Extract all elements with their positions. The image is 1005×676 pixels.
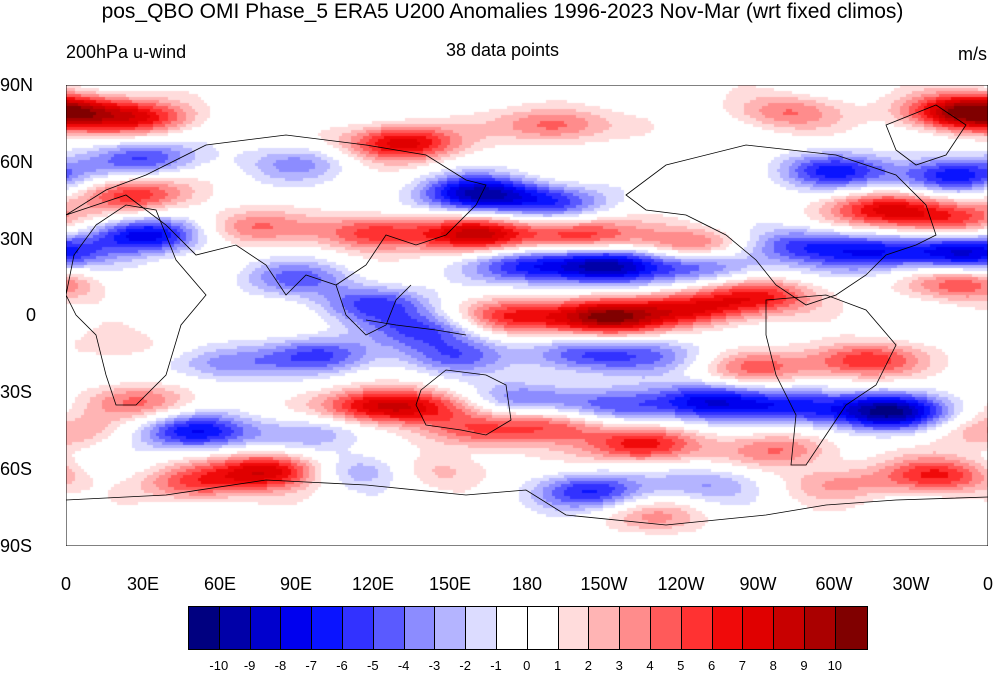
lat-label-90n: 90N (0, 75, 34, 95)
colorbar-label: 7 (738, 658, 747, 673)
lon-label-120w: 120W (657, 574, 705, 594)
colorbar-swatch (835, 607, 867, 649)
colorbar-swatch (466, 607, 497, 649)
variable-label: 200hPa u-wind (66, 42, 187, 62)
colorbar-label: 0 (523, 658, 531, 673)
data-count-label: 38 data points (445, 40, 560, 60)
colorbar-swatch (404, 607, 436, 649)
colorbar-swatch (435, 607, 467, 649)
colorbar-swatch (250, 607, 282, 649)
colorbar-swatch (312, 607, 343, 649)
lat-label-90s: 90S (0, 536, 33, 556)
colorbar-label: -10 (209, 658, 229, 673)
lon-label-60w: 60W (815, 574, 853, 594)
colorbar-swatch (743, 607, 775, 649)
anomaly-field (66, 85, 988, 546)
colorbar-label: 3 (615, 658, 623, 673)
colorbar-swatch (373, 607, 405, 649)
lon-label-0: 0 (60, 574, 72, 594)
colorbar-swatch (589, 607, 621, 649)
lon-label-30w: 30W (892, 574, 930, 594)
map-overlay (66, 85, 988, 546)
colorbar-boxes (188, 606, 868, 650)
lon-label-90e: 90E (279, 574, 313, 594)
colorbar-swatch (558, 607, 590, 649)
colorbar-label: -6 (336, 658, 348, 673)
colorbar-label: -2 (459, 658, 471, 673)
units-label: m/s (958, 44, 987, 64)
colorbar-label: -9 (243, 658, 256, 673)
lon-label-150w: 150W (580, 574, 628, 594)
colorbar-label: -7 (305, 658, 317, 673)
colorbar-swatch (681, 607, 713, 649)
chart-title: pos_QBO OMI Phase_5 ERA5 U200 Anomalies … (101, 0, 904, 23)
colorbar-swatch (342, 607, 374, 649)
colorbar-label: 9 (800, 658, 808, 673)
colorbar-label: 4 (646, 658, 654, 673)
lon-label-120e: 120E (351, 574, 395, 594)
lat-label-30s: 30S (0, 382, 33, 402)
colorbar-label: 2 (584, 658, 593, 673)
lat-label-60s: 60S (0, 459, 33, 479)
colorbar-swatch (189, 607, 220, 649)
colorbar-label: 10 (827, 658, 843, 673)
colorbar-label: 6 (707, 658, 716, 673)
colorbar-swatch (650, 607, 682, 649)
colorbar-swatch (804, 607, 836, 649)
lat-label-30n: 30N (0, 229, 34, 249)
colorbar-swatch (496, 607, 528, 649)
colorbar-swatch (527, 607, 559, 649)
lon-label-0-end: 0 (982, 574, 994, 594)
colorbar-label: 5 (677, 658, 685, 673)
colorbar-swatch (281, 607, 313, 649)
colorbar-swatch (620, 607, 651, 649)
colorbar-label: -8 (274, 658, 287, 673)
lon-label-90w: 90W (739, 574, 777, 594)
lon-label-30e: 30E (126, 574, 160, 594)
colorbar-swatch (219, 607, 251, 649)
coastlines (66, 104, 988, 526)
colorbar-label: -1 (490, 658, 502, 673)
colorbar-label: 8 (769, 658, 777, 673)
colorbar-label: -4 (397, 658, 410, 673)
lat-label-eq: 0 (26, 305, 37, 325)
lon-label-60e: 60E (203, 574, 237, 594)
lon-label-180: 180 (511, 574, 543, 594)
colorbar-label: -5 (367, 658, 379, 673)
colorbar-swatch (712, 607, 744, 649)
lon-label-150e: 150E (428, 574, 472, 594)
colorbar-label: -3 (428, 658, 441, 673)
tick-marks (66, 85, 988, 546)
colorbar (188, 606, 868, 650)
anomaly-map (66, 85, 988, 546)
lat-label-60n: 60N (0, 152, 34, 172)
colorbar-label: 1 (553, 658, 562, 673)
colorbar-swatch (774, 607, 805, 649)
